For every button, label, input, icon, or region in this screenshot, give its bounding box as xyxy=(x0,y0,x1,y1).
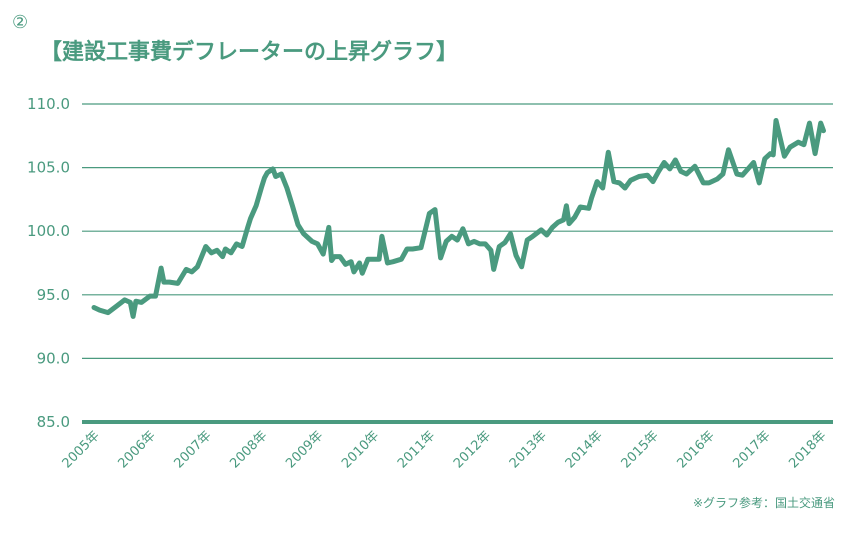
chart-title: 【建設工事費デフレーターの上昇グラフ】 xyxy=(40,40,459,65)
y-axis-ticks: 110.0 105.0 100.0 95.0 90.0 85.0 xyxy=(27,95,70,431)
y-tick-label: 95.0 xyxy=(37,286,70,304)
x-tick-label: 2013年 xyxy=(507,428,550,471)
x-tick-label: 2005年 xyxy=(60,428,103,471)
x-tick-label: 2018年 xyxy=(786,428,829,471)
x-axis-ticks: 2005年 2006年 2007年 2008年 2009年 2010年 2011年 2012年… xyxy=(60,428,830,471)
grid-lines xyxy=(82,103,833,424)
x-tick-label: 2017年 xyxy=(730,428,773,471)
x-tick-label: 2015年 xyxy=(619,428,662,471)
source-note: ※グラフ参考：国土交通省 xyxy=(692,496,835,510)
x-tick-label: 2007年 xyxy=(171,428,214,471)
x-tick-label: 2014年 xyxy=(563,428,606,471)
x-tick-label: 2009年 xyxy=(283,428,326,471)
x-tick-label: 2006年 xyxy=(116,428,159,471)
y-tick-label: 90.0 xyxy=(37,349,70,367)
series-line xyxy=(91,118,826,319)
y-tick-label: 100.0 xyxy=(27,222,70,240)
y-tick-label: 110.0 xyxy=(27,95,70,113)
section-marker: ② xyxy=(12,12,29,33)
y-tick-label: 105.0 xyxy=(27,159,70,177)
x-tick-label: 2010年 xyxy=(339,428,382,471)
x-tick-label: 2008年 xyxy=(227,428,270,471)
x-tick-label: 2016年 xyxy=(675,428,718,471)
x-tick-label: 2011年 xyxy=(395,428,438,471)
x-tick-label: 2012年 xyxy=(451,428,494,471)
y-tick-label: 85.0 xyxy=(37,413,70,431)
